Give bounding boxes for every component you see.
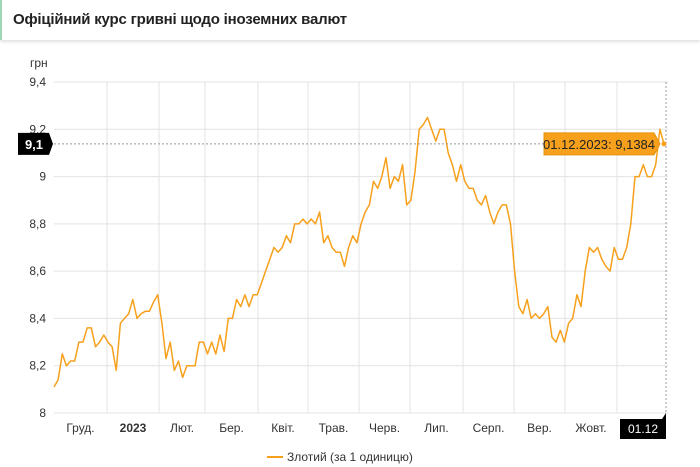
x-tick-label: Груд. xyxy=(66,421,94,435)
tooltip-bg xyxy=(543,132,661,156)
page-header: Офіційний курс гривні щодо іноземних вал… xyxy=(0,0,700,40)
x-tick-label: Серп. xyxy=(473,421,505,435)
x-tick-label: Лип. xyxy=(424,421,448,435)
crosshair-y-label: 9,1 xyxy=(25,137,43,152)
crosshair-x-label: 01.12 xyxy=(628,422,658,436)
y-tick-label: 8 xyxy=(39,406,46,420)
y-tick-label: 9,4 xyxy=(29,75,46,89)
x-tick-label: Лют. xyxy=(170,421,194,435)
y-tick-label: 9 xyxy=(39,170,46,184)
y-axis-unit: грн xyxy=(30,56,48,70)
crosshair-x-label-bg xyxy=(620,413,666,439)
x-tick-label: Квіт. xyxy=(271,421,295,435)
y-tick-label: 8,6 xyxy=(29,264,46,278)
y-tick-label: 8,4 xyxy=(29,311,46,325)
y-tick-label: 9,2 xyxy=(29,122,46,136)
x-tick-label: Вер. xyxy=(527,421,552,435)
x-tick-label: 2023 xyxy=(120,421,147,435)
y-tick-label: 8,2 xyxy=(29,359,46,373)
x-tick-label: Жовт. xyxy=(575,421,606,435)
crosshair-y-label-bg xyxy=(18,132,53,155)
x-tick-label: Бер. xyxy=(219,421,244,435)
tooltip-text: 01.12.2023: 9,1384 xyxy=(543,137,655,152)
series-line-zloty xyxy=(53,116,665,388)
x-tick-label: Черв. xyxy=(369,421,400,435)
y-tick-label: 8,8 xyxy=(29,217,46,231)
page-title: Офіційний курс гривні щодо іноземних вал… xyxy=(13,11,347,28)
legend-label-zloty[interactable]: Злотий (за 1 одиницю) xyxy=(287,450,413,464)
current-point-marker xyxy=(661,141,667,147)
x-tick-label: Трав. xyxy=(319,421,349,435)
